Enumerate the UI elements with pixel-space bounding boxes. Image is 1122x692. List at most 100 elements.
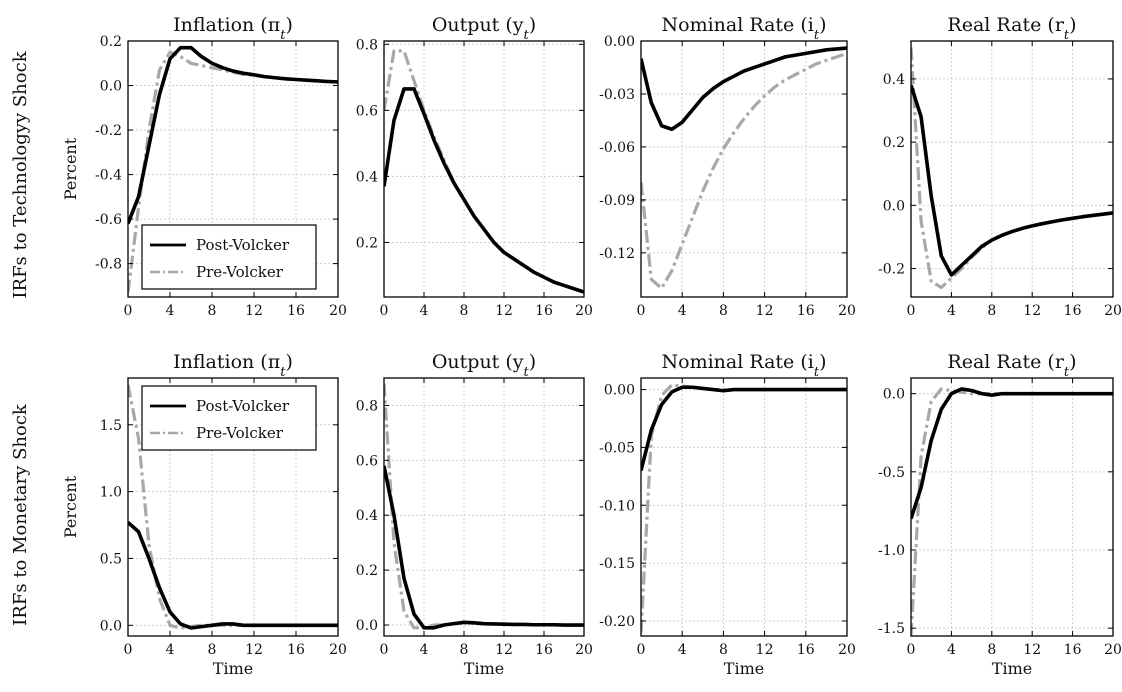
panel-title: Nominal Rate (it) [662,351,827,380]
axes-frame [640,40,848,298]
x-tick-label: 4 [420,642,429,658]
panel-3: 0 4 8 12 16 20 -0.2 0.0 0.2 0.4 Real Rate (rt) [878,14,1122,319]
x-axis-label: Time [724,659,764,678]
y-tick-label: 1.5 [100,418,122,434]
x-tick-label: 12 [495,303,513,319]
y-tick-label: 0.2 [356,235,378,251]
y-axis-label: Percent [61,475,80,538]
series-line-post-volcker [641,46,847,132]
x-tick-label: 0 [124,303,133,319]
y-axis-label: Percent [61,137,80,200]
x-tick-label: 16 [535,642,553,658]
y-tick-label: 0.5 [100,551,122,567]
y-tick-label: -0.6 [95,212,122,228]
panel-0: 0 4 8 12 16 20 -0.8 -0.6 -0.4 -0.2 0.0 0.2 Inflation… [61,14,347,319]
x-tick-label: 0 [907,303,916,319]
y-tick-label: 0.2 [356,563,378,579]
x-tick-label: 0 [637,642,646,658]
x-tick-label: 20 [575,642,593,658]
axes-frame [910,377,1114,637]
series-line-post-volcker [384,87,584,294]
x-tick-label: 8 [719,642,728,658]
y-tick-label: 0.0 [100,79,122,95]
series-line-post-volcker [911,84,1113,277]
axes-frame [127,40,339,298]
x-axis-label: Time [464,659,504,678]
x-tick-label: 4 [420,303,429,319]
y-tick-label: -0.5 [878,465,905,481]
panel-5: 0 4 8 12 16 20 0.0 0.2 0.4 0.6 0.8 Output (yt) Time [356,351,593,678]
x-tick-label: 8 [987,303,996,319]
x-tick-label: 0 [380,642,389,658]
panel-title: Inflation (πt) [173,351,293,380]
legend: Post-Volcker Pre-Volcker [141,224,317,290]
y-tick-label: -0.05 [599,440,635,456]
panel-7: 0 4 8 12 16 20 -1.5 -1.0 -0.5 0.0 Real Rate (rt) Ti… [878,351,1122,678]
x-tick-label: 4 [678,303,687,319]
legend-label: Post-Volcker [196,397,290,415]
y-tick-label: -0.03 [599,87,635,103]
x-tick-label: 12 [1023,642,1041,658]
y-tick-label: -1.0 [878,543,905,559]
y-tick-label: 0.00 [604,34,635,50]
axes-frame [640,377,848,637]
y-tick-label: 0.0 [883,387,905,403]
legend-label: Post-Volcker [196,236,290,254]
x-tick-label: 4 [166,642,175,658]
x-tick-label: 12 [756,642,774,658]
y-tick-label: -0.8 [95,257,122,273]
legend-box [141,385,317,451]
panel-2: 0 4 8 12 16 20 -0.12 -0.09 -0.06 -0.03 0.00 Nominal… [599,14,856,319]
panel-title: Output (yt) [432,351,536,380]
legend-label: Pre-Volcker [196,424,284,442]
x-tick-label: 20 [1104,303,1122,319]
y-tick-label: 0.00 [604,383,635,399]
panel-6: 0 4 8 12 16 20 -0.20 -0.15 -0.10 -0.05 0.00 Nominal… [599,351,856,678]
legend: Post-Volcker Pre-Volcker [141,385,317,451]
x-tick-label: 20 [838,642,856,658]
x-tick-label: 8 [719,303,728,319]
panel-1: 0 4 8 12 16 20 0.2 0.4 0.6 0.8 Output (yt) [356,14,593,319]
x-axis-label: Time [213,659,253,678]
x-tick-label: 20 [329,642,347,658]
x-tick-label: 0 [124,642,133,658]
y-tick-label: 0.0 [883,198,905,214]
x-tick-label: 16 [797,303,815,319]
panel-4: 0 4 8 12 16 20 0.0 0.5 1.0 1.5 Inflation (πt) Perce… [61,351,347,678]
y-tick-label: -0.4 [95,168,122,184]
y-tick-label: 0.2 [883,135,905,151]
series-line-post-volcker [384,465,584,630]
row-label-monetary: IRFs to Monetary Shock [10,403,31,626]
x-tick-label: 4 [947,303,956,319]
x-tick-label: 4 [678,642,687,658]
y-tick-label: -0.15 [599,556,635,572]
x-tick-label: 12 [245,642,263,658]
x-tick-label: 4 [947,642,956,658]
panel-title: Nominal Rate (it) [662,14,827,43]
x-tick-label: 20 [1104,642,1122,658]
y-tick-label: -0.06 [599,140,635,156]
y-tick-label: 0.4 [356,508,378,524]
panels-group: 0 4 8 12 16 20 -0.8 -0.6 -0.4 -0.2 0.0 0.2 Inflation… [61,14,1122,678]
x-tick-label: 16 [1064,303,1082,319]
y-tick-label: 0.8 [356,37,378,53]
x-tick-label: 16 [287,642,305,658]
x-tick-label: 20 [838,303,856,319]
x-tick-label: 0 [637,303,646,319]
x-tick-label: 12 [495,642,513,658]
y-tick-label: 0.6 [356,453,378,469]
axes-frame [127,377,339,637]
y-tick-label: -0.10 [599,498,635,514]
y-tick-label: -0.12 [599,246,635,262]
series-line-pre-volcker [641,51,847,290]
x-tick-label: 0 [907,642,916,658]
x-tick-label: 0 [380,303,389,319]
x-tick-label: 20 [329,303,347,319]
x-tick-label: 8 [460,303,469,319]
x-tick-label: 16 [535,303,553,319]
legend-box [141,224,317,290]
series-line-post-volcker [911,387,1113,520]
x-tick-label: 20 [575,303,593,319]
series-line-post-volcker [128,521,338,630]
